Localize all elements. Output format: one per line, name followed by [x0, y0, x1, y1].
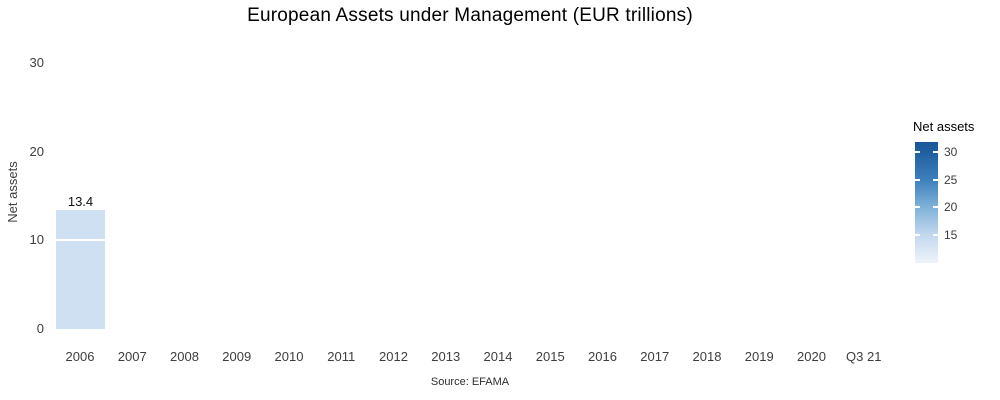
legend-tick-mark — [915, 178, 920, 181]
legend-tick-mark — [915, 234, 920, 237]
bar-value-label: 13.4 — [67, 194, 94, 210]
x-tick-label: 2011 — [327, 349, 356, 364]
gridline-over-bar — [56, 239, 105, 242]
x-tick-label: 2016 — [588, 349, 617, 364]
y-tick-label: 0 — [36, 321, 44, 336]
x-tick-label: 2007 — [117, 349, 147, 364]
x-tick-label: 2006 — [65, 349, 95, 364]
legend-tick-mark — [933, 206, 938, 209]
x-tick-label: 2009 — [222, 349, 252, 364]
legend-tick-mark — [933, 151, 938, 153]
legend-title: Net assets — [913, 119, 975, 134]
source-caption: Source: EFAMA — [430, 376, 510, 388]
x-tick-label: 2017 — [640, 349, 670, 364]
legend-tick-mark — [933, 234, 938, 237]
x-tick-label: 2013 — [431, 349, 461, 364]
chart-title: European Assets under Management (EUR tr… — [247, 5, 693, 26]
x-tick-label: Q3 21 — [846, 349, 882, 364]
legend-tick-mark — [915, 206, 920, 209]
legend-tick-label: 30 — [944, 145, 958, 159]
legend-tick-mark — [933, 178, 938, 181]
x-tick-label: 2020 — [797, 349, 826, 364]
x-tick-label: 2014 — [483, 349, 513, 364]
bar-2006 — [56, 210, 105, 329]
x-tick-label: 2012 — [379, 349, 408, 364]
legend-colorbar — [915, 142, 938, 263]
x-tick-label: 2018 — [692, 349, 722, 364]
y-tick-label: 10 — [29, 232, 44, 248]
legend-tick-label: 20 — [944, 200, 958, 215]
x-tick-label: 2008 — [170, 349, 199, 364]
legend-tick-label: 25 — [944, 172, 958, 187]
y-tick-label: 20 — [29, 143, 44, 159]
y-tick-label: 30 — [29, 54, 44, 70]
legend-tick-label: 15 — [944, 228, 958, 243]
x-tick-label: 2010 — [274, 349, 304, 364]
legend-tick-mark — [915, 151, 920, 153]
x-tick-label: 2019 — [744, 349, 774, 364]
y-axis-title: Net assets — [5, 161, 20, 223]
x-tick-label: 2015 — [535, 349, 565, 364]
